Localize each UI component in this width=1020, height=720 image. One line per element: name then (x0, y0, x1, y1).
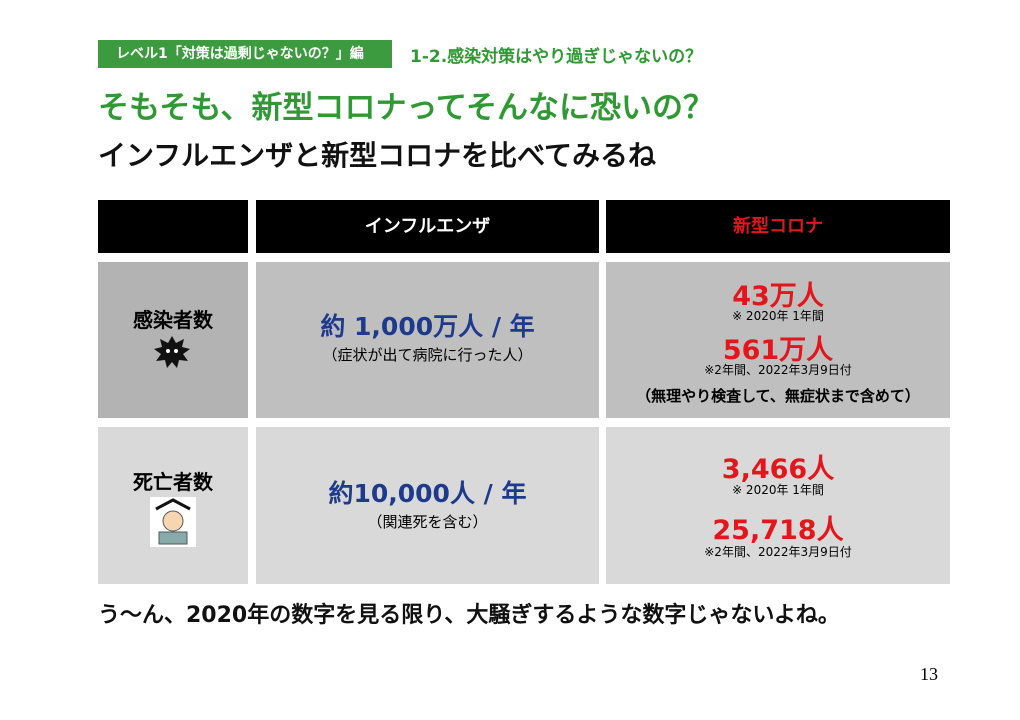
corona-main: 561万人 (722, 335, 834, 366)
row-label: 感染者数 (133, 308, 213, 332)
corona-main: 3,466人 (721, 454, 835, 485)
corona-note: ※2年間、2022年3月9日付 (704, 545, 852, 559)
person-icon (150, 497, 196, 547)
influenza-main: 約10,000人 / 年 (328, 479, 527, 508)
influenza-main: 約 1,000万人 / 年 (320, 312, 535, 341)
title: そもそも、新型コロナってそんなに恐いの？ (98, 90, 714, 126)
row-cell (256, 427, 599, 584)
tag: レベル1「対策は過剰じゃないの？」編 (98, 40, 392, 68)
header-cell: 新型コロナ (606, 200, 950, 253)
header-cell: インフルエンザ (256, 200, 599, 253)
corona-main: 25,718人 (712, 515, 844, 546)
row-cell (606, 427, 950, 584)
influenza-note: （症状が出て病院に行った人） (322, 346, 533, 364)
footer-text: う〜ん、2020年の数字を見る限り、大騒ぎするような数字じゃないよね。 (98, 603, 840, 628)
row-label: 死亡者数 (133, 470, 213, 494)
subtitle: インフルエンザと新型コロナを比べてみるね (98, 139, 657, 172)
corona-condition: （無理やり検査して、無症状まで含めて） (636, 387, 920, 405)
virus-icon (154, 336, 190, 368)
corona-note: ※ 2020年 1年間 (732, 309, 824, 323)
corona-main: 43万人 (732, 281, 824, 312)
header-cell (98, 200, 248, 253)
row-cell (256, 262, 599, 418)
section-title: 1-2.感染対策はやり過ぎじゃないの？ (410, 47, 703, 67)
page-number: 13 (920, 664, 938, 684)
influenza-note: （関連死を含む） (367, 513, 488, 531)
row-cell (606, 262, 950, 418)
corona-note: ※ 2020年 1年間 (732, 483, 824, 497)
corona-note: ※2年間、2022年3月9日付 (704, 363, 852, 377)
